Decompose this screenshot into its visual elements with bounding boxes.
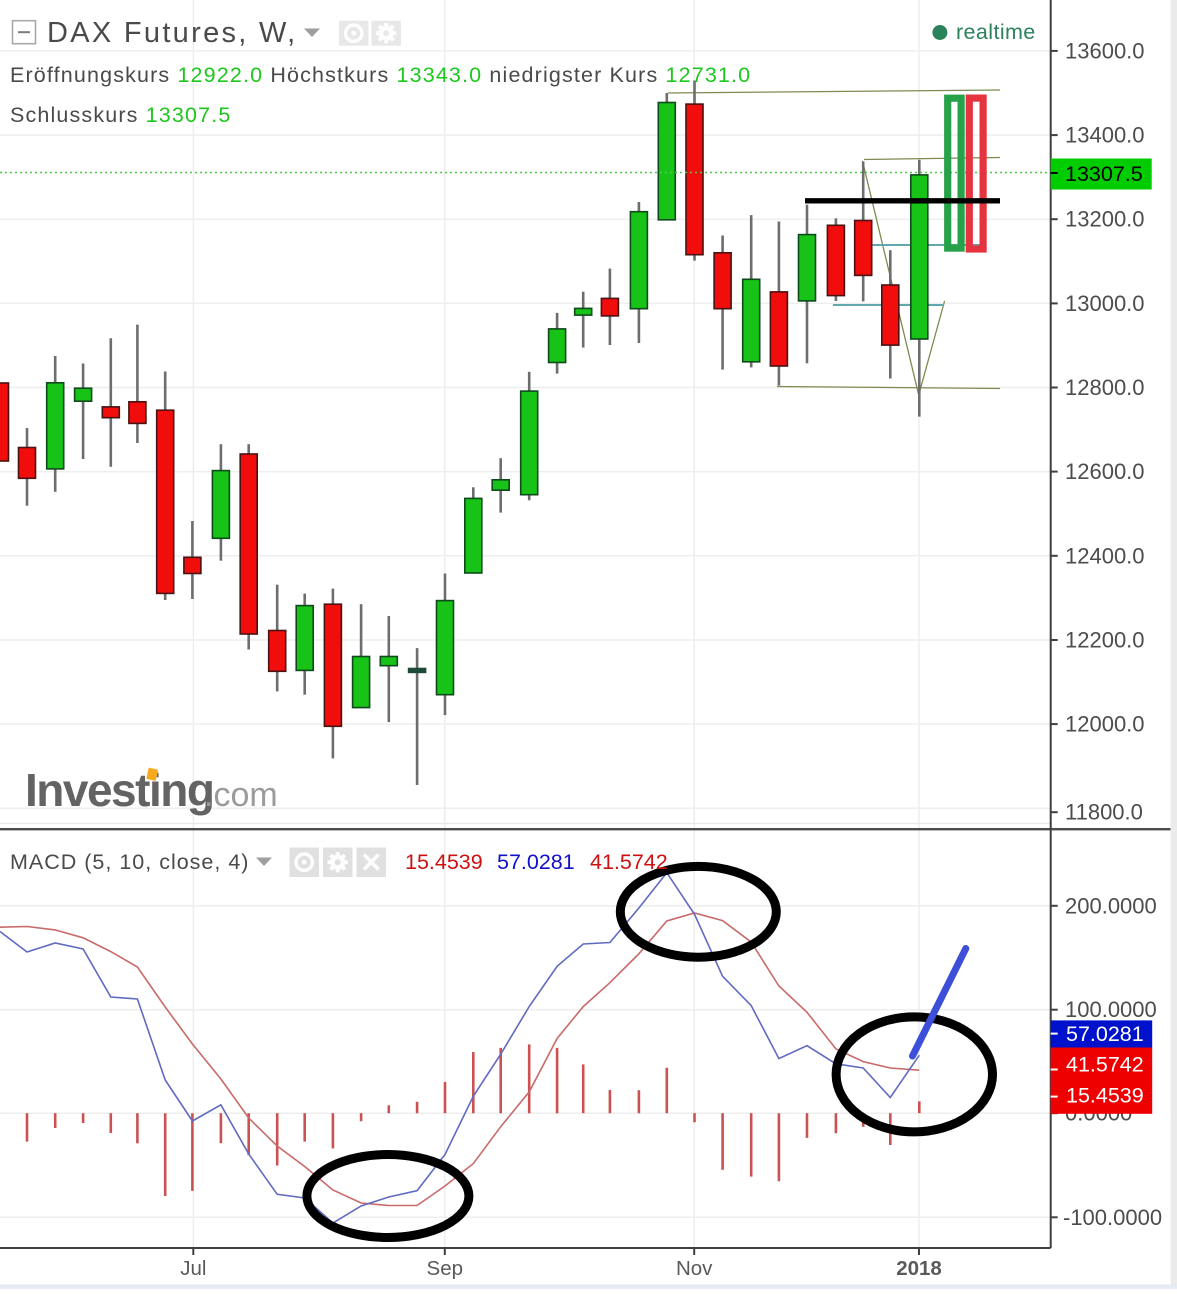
svg-text:Schlusskurs 13307.5: Schlusskurs 13307.5 bbox=[10, 103, 231, 127]
svg-text:.com: .com bbox=[204, 776, 278, 814]
svg-text:13600.0: 13600.0 bbox=[1065, 38, 1145, 63]
svg-text:12200.0: 12200.0 bbox=[1065, 628, 1145, 653]
svg-text:-100.0000: -100.0000 bbox=[1063, 1205, 1162, 1230]
svg-text:13307.5: 13307.5 bbox=[1065, 162, 1143, 186]
svg-text:41.5742: 41.5742 bbox=[590, 850, 668, 874]
svg-text:57.0281: 57.0281 bbox=[1066, 1022, 1144, 1046]
svg-text:200.0000: 200.0000 bbox=[1065, 893, 1157, 918]
svg-text:Sep: Sep bbox=[427, 1257, 463, 1280]
svg-text:12800.0: 12800.0 bbox=[1065, 375, 1145, 400]
svg-text:12600.0: 12600.0 bbox=[1065, 459, 1145, 484]
svg-text:12000.0: 12000.0 bbox=[1065, 712, 1145, 737]
svg-text:13200.0: 13200.0 bbox=[1065, 207, 1145, 232]
svg-text:Eröffnungskurs 12922.0 Höchstk: Eröffnungskurs 12922.0 Höchstkurs 13343.… bbox=[10, 63, 751, 87]
svg-text:12400.0: 12400.0 bbox=[1065, 543, 1145, 568]
svg-text:15.4539: 15.4539 bbox=[1066, 1084, 1144, 1108]
svg-text:57.0281: 57.0281 bbox=[497, 850, 575, 874]
svg-text:DAX Futures, W,: DAX Futures, W, bbox=[47, 17, 297, 49]
svg-text:11800.0: 11800.0 bbox=[1065, 800, 1143, 825]
svg-text:2018: 2018 bbox=[896, 1257, 942, 1280]
svg-text:100.0000: 100.0000 bbox=[1065, 997, 1157, 1022]
svg-text:Investing: Investing bbox=[25, 764, 213, 816]
svg-text:13400.0: 13400.0 bbox=[1065, 123, 1145, 148]
svg-text:Nov: Nov bbox=[676, 1257, 713, 1280]
svg-text:13000.0: 13000.0 bbox=[1065, 291, 1145, 316]
svg-text:MACD (5, 10, close, 4): MACD (5, 10, close, 4) bbox=[10, 850, 249, 874]
svg-text:41.5742: 41.5742 bbox=[1066, 1053, 1144, 1077]
svg-text:realtime: realtime bbox=[956, 20, 1036, 44]
svg-text:Jul: Jul bbox=[180, 1257, 206, 1280]
svg-text:15.4539: 15.4539 bbox=[405, 850, 483, 874]
